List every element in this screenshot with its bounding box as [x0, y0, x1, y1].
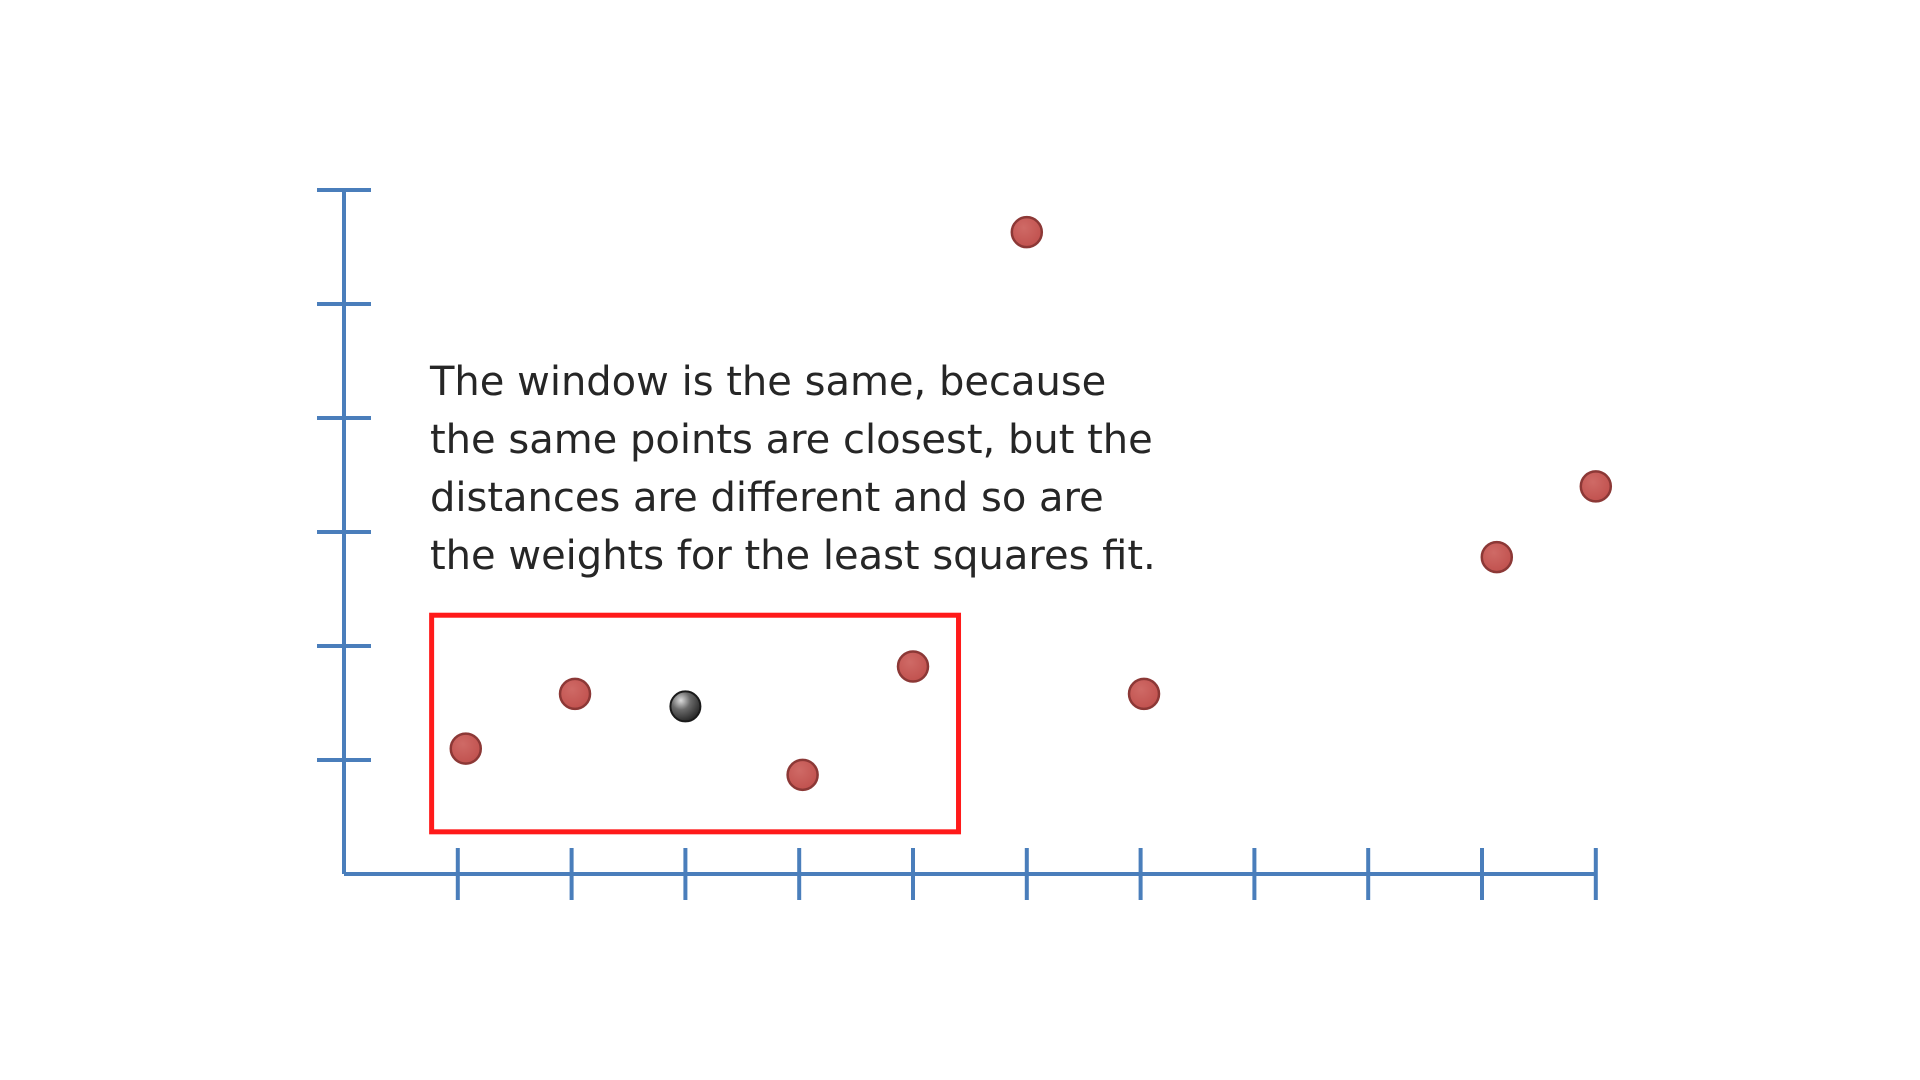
window-layer	[429, 612, 962, 835]
data-point-8	[1579, 470, 1613, 503]
data-point-1	[449, 732, 483, 765]
caption-line-2: the same points are closest, but the	[430, 417, 1153, 463]
data-point-5	[1010, 215, 1044, 249]
query-point	[669, 690, 702, 723]
caption-line-4: the weights for the least squares fit.	[430, 533, 1156, 579]
data-point-3	[786, 758, 819, 792]
window-box	[429, 612, 962, 835]
data-point-2	[558, 677, 592, 711]
caption-text: The window is the same, because the same…	[429, 359, 1156, 579]
data-point-6	[1127, 677, 1161, 711]
chart-axes	[317, 188, 1598, 900]
caption-line-3: distances are different and so are	[430, 475, 1104, 521]
data-point-4	[896, 650, 930, 683]
data-point-7	[1480, 540, 1514, 574]
caption-line-1: The window is the same, because	[429, 359, 1106, 405]
data-points	[449, 215, 1613, 792]
